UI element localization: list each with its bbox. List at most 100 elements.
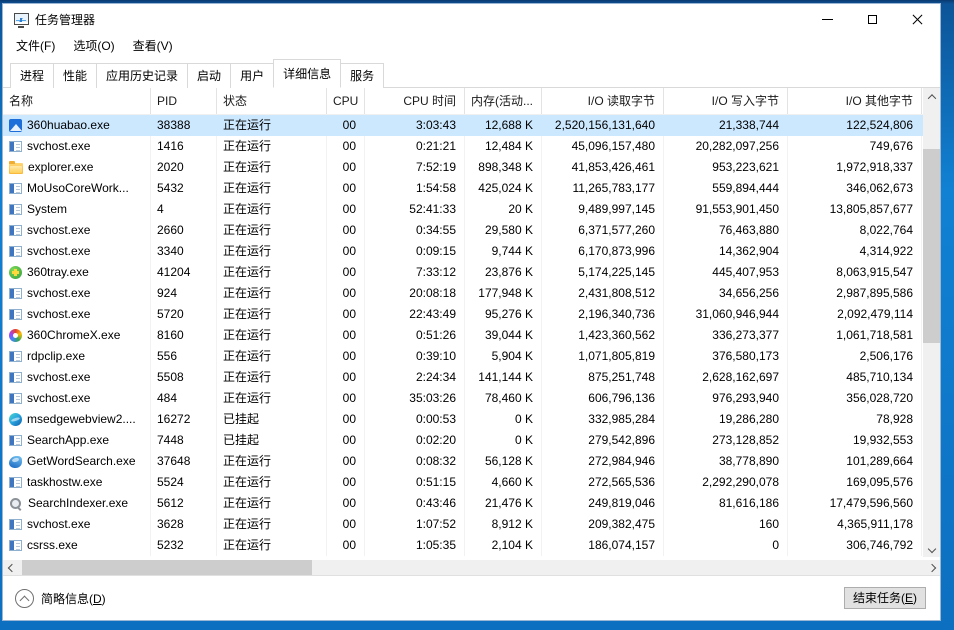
table-row[interactable]: svchost.exe 3340 正在运行 00 0:09:15 9,744 K 6,170… <box>3 241 940 262</box>
cell-name: svchost.exe <box>3 514 151 535</box>
tab-1[interactable]: 进程 <box>10 63 55 88</box>
column-header-pid[interactable]: PID <box>151 88 217 114</box>
table-row[interactable]: 360tray.exe 41204 正在运行 00 7:33:12 23,876 K 5,1… <box>3 262 940 283</box>
table-row[interactable]: svchost.exe 5720 正在运行 00 22:43:49 95,276 K 2,1… <box>3 304 940 325</box>
cell-cpu_time: 0:09:15 <box>365 241 465 262</box>
table-row[interactable]: MoUsoCoreWork... 5432 正在运行 00 1:54:58 425,024… <box>3 178 940 199</box>
scroll-right-arrow[interactable] <box>923 560 940 575</box>
cell-io_read: 41,853,426,461 <box>542 157 664 178</box>
cell-cpu: 00 <box>327 388 365 409</box>
column-header-cpu_time[interactable]: CPU 时间 <box>365 88 465 114</box>
status-bar: 简略信息(D) 结束任务(E) <box>3 575 940 620</box>
table-row[interactable]: svchost.exe 484 正在运行 00 35:03:26 78,460 K 606,… <box>3 388 940 409</box>
table-row[interactable]: rdpclip.exe 556 正在运行 00 0:39:10 5,904 K 1,071,… <box>3 346 940 367</box>
cell-io_write: 445,407,953 <box>664 262 788 283</box>
task-manager-app-icon <box>14 13 29 28</box>
window-generic-icon <box>9 519 22 530</box>
column-header-io_other[interactable]: I/O 其他字节 <box>788 88 922 114</box>
gallery-blue-icon <box>9 119 22 132</box>
cell-io_read: 1,071,805,819 <box>542 346 664 367</box>
column-header-io_read[interactable]: I/O 读取字节 <box>542 88 664 114</box>
cell-name: svchost.exe <box>3 220 151 241</box>
cell-memory: 56,128 K <box>465 451 542 472</box>
column-header-memory[interactable]: 内存(活动... <box>465 88 542 114</box>
end-task-button[interactable]: 结束任务(E) <box>843 587 926 609</box>
cell-io_write: 2,292,290,078 <box>664 472 788 493</box>
process-name: svchost.exe <box>27 370 91 384</box>
cell-memory: 29,580 K <box>465 220 542 241</box>
table-row[interactable]: msedgewebview2.... 16272 已挂起 00 0:00:53 0 K 33… <box>3 409 940 430</box>
process-name: svchost.exe <box>27 223 91 237</box>
table-row[interactable]: csrss.exe 5232 正在运行 00 1:05:35 2,104 K 186,074… <box>3 535 940 556</box>
cell-io_other: 1,972,918,337 <box>788 157 922 178</box>
window-generic-icon <box>9 477 22 488</box>
table-row[interactable]: GetWordSearch.exe 37648 正在运行 00 0:08:32 56,12… <box>3 451 940 472</box>
column-header-name[interactable]: 名称 <box>3 88 151 114</box>
cell-memory: 0 K <box>465 409 542 430</box>
table-row[interactable]: svchost.exe 924 正在运行 00 20:08:18 177,948 K 2,4… <box>3 283 940 304</box>
window-generic-icon <box>9 351 22 362</box>
cell-cpu: 00 <box>327 514 365 535</box>
menu-item-1[interactable]: 文件(F) <box>16 39 56 53</box>
fewer-details-label: 简略信息(D) <box>41 591 106 606</box>
table-row[interactable]: svchost.exe 1416 正在运行 00 0:21:21 12,484 K 45,0… <box>3 136 940 157</box>
cell-cpu_time: 52:41:33 <box>365 199 465 220</box>
cell-status: 正在运行 <box>217 367 327 388</box>
cell-io_write: 21,338,744 <box>718 118 779 132</box>
cell-cpu: 00 <box>327 199 365 220</box>
table-row[interactable]: System 4 正在运行 00 52:41:33 20 K 9,489,997,145 91… <box>3 199 940 220</box>
window-generic-icon <box>9 435 22 446</box>
cell-status: 正在运行 <box>217 451 327 472</box>
scroll-up-arrow[interactable] <box>923 88 940 105</box>
cell-io_other: 19,932,553 <box>788 430 922 451</box>
close-button[interactable] <box>895 4 940 34</box>
tab-6[interactable]: 详细信息 <box>273 59 342 88</box>
window-generic-icon <box>9 141 22 152</box>
table-row[interactable]: SearchIndexer.exe 5612 正在运行 00 0:43:46 21,476… <box>3 493 940 514</box>
vertical-scroll-thumb[interactable] <box>923 149 940 343</box>
cell-name: 360ChromeX.exe <box>3 325 151 346</box>
horizontal-scroll-thumb[interactable] <box>22 560 312 575</box>
tab-4[interactable]: 启动 <box>187 63 232 88</box>
scroll-left-arrow[interactable] <box>3 560 20 575</box>
column-header-cpu[interactable]: CPU <box>327 88 365 114</box>
cell-cpu: 00 <box>327 472 365 493</box>
table-row[interactable]: svchost.exe 5508 正在运行 00 2:24:34 141,144 K 875… <box>3 367 940 388</box>
table-row[interactable]: svchost.exe 2660 正在运行 00 0:34:55 29,580 K 6,37… <box>3 220 940 241</box>
cell-memory: 20 K <box>465 199 542 220</box>
tab-2[interactable]: 性能 <box>53 63 98 88</box>
process-name: explorer.exe <box>28 160 94 174</box>
cell-io_other: 78,928 <box>788 409 922 430</box>
process-name: GetWordSearch.exe <box>27 454 136 468</box>
cell-io_write: 0 <box>664 535 788 556</box>
table-row[interactable]: explorer.exe 2020 正在运行 00 7:52:19 898,348 K 41… <box>3 157 940 178</box>
table-row[interactable]: taskhostw.exe 5524 正在运行 00 0:51:15 4,660 K 272… <box>3 472 940 493</box>
cell-name: svchost.exe <box>3 241 151 262</box>
vertical-scrollbar[interactable] <box>923 88 940 557</box>
window-generic-icon <box>9 309 22 320</box>
tab-5[interactable]: 用户 <box>230 63 275 88</box>
cell-cpu: 00 <box>327 325 365 346</box>
cell-cpu_time: 0:00:53 <box>365 409 465 430</box>
menu-item-3[interactable]: 查看(V) <box>132 39 173 53</box>
horizontal-scrollbar[interactable] <box>3 560 940 575</box>
maximize-button[interactable] <box>850 4 895 34</box>
column-header-io_write[interactable]: I/O 写入字节 <box>664 88 788 114</box>
fewer-details-toggle[interactable]: 简略信息(D) <box>15 588 106 608</box>
table-row[interactable]: SearchApp.exe 7448 已挂起 00 0:02:20 0 K 279,542,… <box>3 430 940 451</box>
cell-io_other: 749,676 <box>788 136 922 157</box>
menu-item-2[interactable]: 选项(O) <box>73 39 115 53</box>
cell-status: 正在运行 <box>217 535 327 556</box>
tab-3[interactable]: 应用历史记录 <box>96 63 189 88</box>
table-row[interactable]: 360huabao.exe 38388 正在运行 00 3:03:43 12,688 K 2… <box>3 115 940 136</box>
minimize-button[interactable] <box>805 4 850 34</box>
tab-7[interactable]: 服务 <box>340 63 385 88</box>
table-row[interactable]: svchost.exe 3628 正在运行 00 1:07:52 8,912 K 209,3… <box>3 514 940 535</box>
cell-io_write: 31,060,946,944 <box>664 304 788 325</box>
cell-io_other: 13,805,857,677 <box>788 199 922 220</box>
column-header-status[interactable]: 状态 <box>217 88 327 114</box>
cell-cpu: 00 <box>327 346 365 367</box>
scroll-down-arrow[interactable] <box>923 540 940 557</box>
cell-name: svchost.exe <box>3 283 151 304</box>
